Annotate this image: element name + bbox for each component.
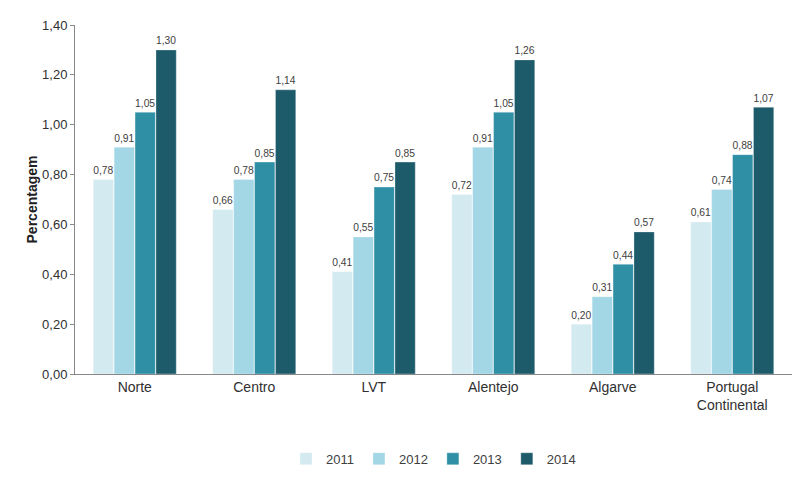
- svg-text:2011: 2011: [326, 452, 354, 467]
- svg-text:Centro: Centro: [233, 379, 275, 395]
- svg-text:0,85: 0,85: [255, 148, 275, 159]
- svg-text:0,78: 0,78: [234, 165, 254, 176]
- svg-text:1,07: 1,07: [753, 93, 773, 104]
- svg-text:2014: 2014: [547, 452, 576, 467]
- svg-text:0,66: 0,66: [213, 195, 233, 206]
- svg-text:0,74: 0,74: [712, 175, 732, 186]
- svg-text:0,40: 0,40: [42, 267, 67, 282]
- svg-text:0,31: 0,31: [592, 282, 612, 293]
- svg-text:0,61: 0,61: [691, 207, 711, 218]
- svg-text:1,05: 1,05: [135, 98, 155, 109]
- svg-text:0,44: 0,44: [613, 250, 633, 261]
- svg-text:0,41: 0,41: [332, 257, 352, 268]
- svg-text:Norte: Norte: [118, 379, 152, 395]
- svg-text:0,00: 0,00: [42, 367, 67, 382]
- svg-text:1,05: 1,05: [494, 98, 514, 109]
- svg-text:LVT: LVT: [361, 379, 386, 395]
- svg-text:PortugalContinental: PortugalContinental: [697, 379, 768, 413]
- svg-text:0,91: 0,91: [473, 133, 493, 144]
- svg-text:1,00: 1,00: [42, 117, 67, 132]
- svg-text:Algarve: Algarve: [589, 379, 637, 395]
- svg-text:1,14: 1,14: [275, 75, 295, 86]
- svg-text:Percentagem: Percentagem: [24, 156, 40, 244]
- svg-text:0,91: 0,91: [114, 133, 134, 144]
- svg-text:0,57: 0,57: [634, 217, 654, 228]
- svg-text:0,20: 0,20: [571, 310, 591, 321]
- svg-text:1,30: 1,30: [156, 35, 176, 46]
- svg-text:0,85: 0,85: [395, 148, 415, 159]
- svg-text:0,88: 0,88: [733, 140, 753, 151]
- svg-text:1,20: 1,20: [42, 67, 67, 82]
- svg-text:0,80: 0,80: [42, 167, 67, 182]
- svg-text:1,26: 1,26: [514, 45, 534, 56]
- svg-text:1,40: 1,40: [42, 18, 67, 33]
- svg-text:0,60: 0,60: [42, 217, 67, 232]
- svg-text:2013: 2013: [473, 452, 502, 467]
- svg-text:0,78: 0,78: [93, 165, 113, 176]
- svg-text:0,20: 0,20: [42, 317, 67, 332]
- svg-text:0,72: 0,72: [452, 180, 472, 191]
- svg-text:0,55: 0,55: [353, 222, 373, 233]
- svg-text:Alentejo: Alentejo: [468, 379, 519, 395]
- svg-text:0,75: 0,75: [374, 172, 394, 183]
- svg-text:2012: 2012: [399, 452, 428, 467]
